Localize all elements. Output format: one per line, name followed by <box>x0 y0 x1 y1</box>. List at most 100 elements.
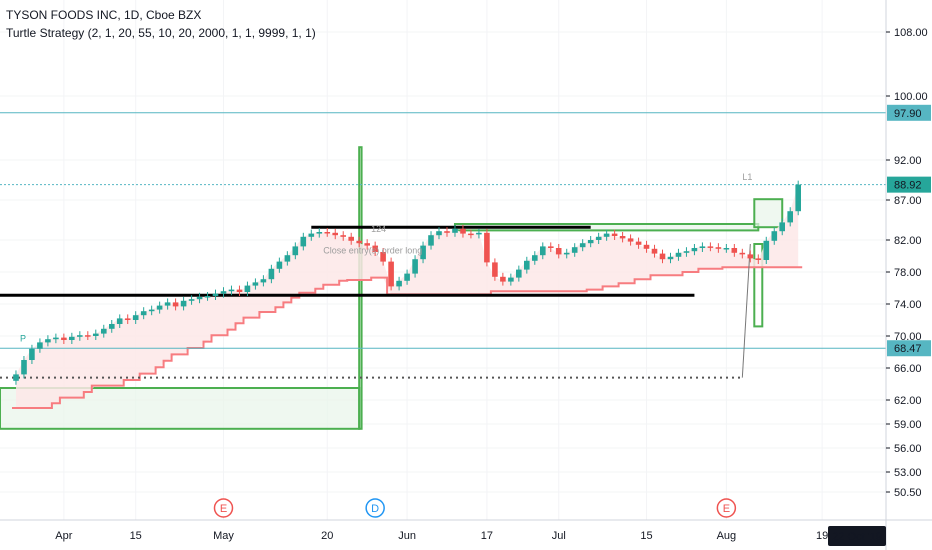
chart-labels: L1 124 P Close entry(s) order long E D E <box>20 172 752 518</box>
candle-body <box>69 336 75 340</box>
candle-body <box>635 241 642 245</box>
candle-body <box>460 228 466 234</box>
candle-body <box>492 262 498 277</box>
candle-body <box>124 318 131 320</box>
candle-body <box>555 248 562 255</box>
chart-title: TYSON FOODS INC, 1D, Cboe BZX <box>6 8 202 22</box>
candle-body <box>619 236 626 239</box>
price-tick-label: 78.00 <box>894 267 922 279</box>
dotted-stop-connector <box>741 243 751 378</box>
candle-body <box>172 302 179 307</box>
candle-body <box>53 337 59 340</box>
candle-body <box>731 248 738 253</box>
candle-body <box>468 233 474 236</box>
candle-body <box>540 246 546 256</box>
candle-body <box>196 296 203 300</box>
price-tick-label: 66.00 <box>894 363 922 375</box>
candle-body <box>436 231 442 236</box>
price-label-badge <box>887 340 931 357</box>
candle-body <box>13 374 19 381</box>
candle-body <box>340 235 346 237</box>
earnings-badge-label: E <box>220 503 227 515</box>
candle-body <box>324 232 331 234</box>
candle-body <box>739 252 746 255</box>
candle-body <box>85 335 91 337</box>
annotation-label: Close entry(s) order long <box>323 246 422 256</box>
time-tick-label: 15 <box>130 530 142 542</box>
price-axis[interactable]: 108.00 100.00 92.00 87.00 82.00 78.00 74.00 70.… <box>885 0 931 550</box>
level-lines <box>0 112 886 379</box>
price-tick-label: 108.00 <box>894 27 928 39</box>
candle-body <box>308 233 315 237</box>
last-date-badge-text: 22 Oct '19 <box>832 531 882 543</box>
position-box <box>753 198 784 229</box>
candle-body <box>715 247 722 249</box>
candle-body <box>220 291 227 294</box>
candle-body <box>563 252 570 255</box>
indicator-legend[interactable]: Turtle Strategy (2, 1, 20, 55, 10, 20, 2… <box>6 26 316 40</box>
price-label-badge <box>887 176 931 193</box>
stop-band <box>12 184 803 409</box>
price-tick-label: 82.00 <box>894 235 922 247</box>
candle-body <box>667 256 674 260</box>
candle-body <box>260 279 267 283</box>
candle-body <box>516 269 522 278</box>
candle-body <box>691 248 698 252</box>
trailing-stop-line <box>12 266 803 409</box>
price-label-badge-text: 97.90 <box>894 108 922 120</box>
candle-body <box>755 258 762 260</box>
candle-body <box>29 348 35 360</box>
price-tick-label: 100.00 <box>894 91 928 103</box>
candle-body <box>771 231 778 241</box>
candle-body <box>404 273 410 281</box>
price-tick-label: 74.00 <box>894 299 922 311</box>
candle-body <box>611 233 618 236</box>
dividend-badge-label: D <box>371 503 379 515</box>
time-tick-label: Aug <box>717 530 737 542</box>
price-tick-label: 53.00 <box>894 467 922 479</box>
candle-body <box>723 248 730 250</box>
candle-body <box>452 228 458 233</box>
candle-body <box>380 252 386 262</box>
candle-body <box>21 360 27 375</box>
candle-body <box>156 305 163 310</box>
candle-body <box>77 335 83 337</box>
dividend-badge <box>365 498 385 518</box>
candle-body <box>388 261 394 287</box>
earnings-badge-label: E <box>723 503 730 515</box>
candle-body <box>252 282 259 286</box>
candle-body <box>148 309 155 312</box>
price-tick-label: 59.00 <box>894 419 922 431</box>
candle-body <box>204 296 211 298</box>
candle-body <box>61 337 67 340</box>
price-label-badge-text: 68.47 <box>894 343 922 355</box>
candle-body <box>579 243 586 248</box>
time-tick-label: 15 <box>640 530 652 542</box>
candle-body <box>420 245 426 260</box>
time-tick-label: Jul <box>552 530 566 542</box>
price-label-badge-text: 88.92 <box>894 180 922 192</box>
earnings-badge <box>716 498 737 518</box>
time-tick-label: Jun <box>398 530 416 542</box>
candle-body <box>500 276 506 282</box>
candle-body <box>109 324 115 329</box>
price-tick-label: 56.00 <box>894 443 922 455</box>
candle-body <box>93 333 99 336</box>
candle-body <box>292 246 299 256</box>
price-label-badge <box>887 104 931 121</box>
candle-body <box>747 254 754 259</box>
candle-body <box>372 245 378 252</box>
candle-body <box>332 232 338 236</box>
time-tick-label: Apr <box>55 530 72 542</box>
time-axis[interactable]: Apr 15 May 20 Jun 17 Jul 15 Aug 19 22 Oct '19 <box>0 519 932 546</box>
position-box <box>358 146 363 430</box>
position-box <box>753 243 764 328</box>
time-tick-label: May <box>213 530 234 542</box>
candle-body <box>268 268 275 280</box>
price-tick-label: 87.00 <box>894 195 922 207</box>
candle-body <box>675 252 682 257</box>
candle-body <box>364 243 370 246</box>
time-tick-label: 17 <box>481 530 493 542</box>
price-tick-label: 70.00 <box>894 331 922 343</box>
